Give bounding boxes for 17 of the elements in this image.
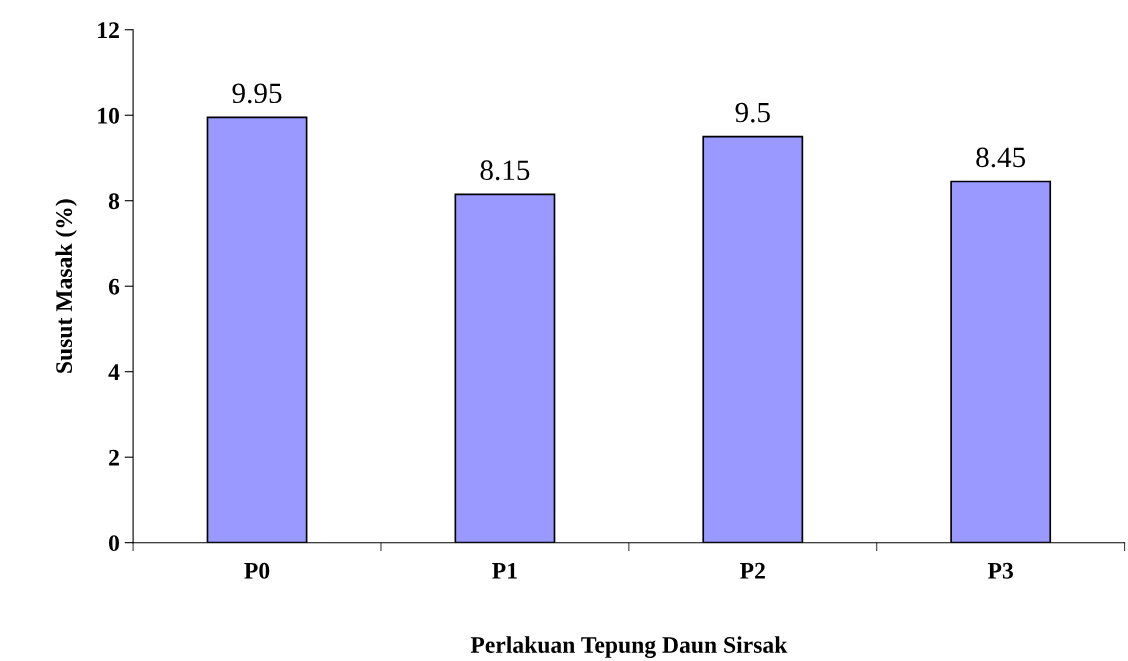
x-tick-label: P1 — [492, 562, 517, 579]
y-tick-label: 4 — [108, 364, 120, 380]
data-label: 9.95 — [232, 83, 282, 104]
x-tick-label: P3 — [987, 562, 1013, 579]
x-tick-label: P2 — [740, 562, 765, 579]
data-label: 8.15 — [480, 160, 530, 181]
data-label: 8.45 — [976, 147, 1026, 168]
x-axis-title: Perlakuan Tepung Daun Sirsak — [470, 636, 788, 658]
y-axis-title: Susut Masak (%) — [55, 199, 77, 373]
y-tick-label: 6 — [108, 278, 120, 295]
y-tick-label: 2 — [109, 449, 119, 466]
y-tick-label: 12 — [98, 22, 119, 38]
y-tick-label: 0 — [109, 535, 120, 552]
x-tick-label: P0 — [244, 562, 270, 579]
data-label: 9.5 — [735, 102, 770, 123]
y-tick-label: 10 — [98, 107, 120, 124]
y-tick-label: 8 — [108, 193, 120, 210]
